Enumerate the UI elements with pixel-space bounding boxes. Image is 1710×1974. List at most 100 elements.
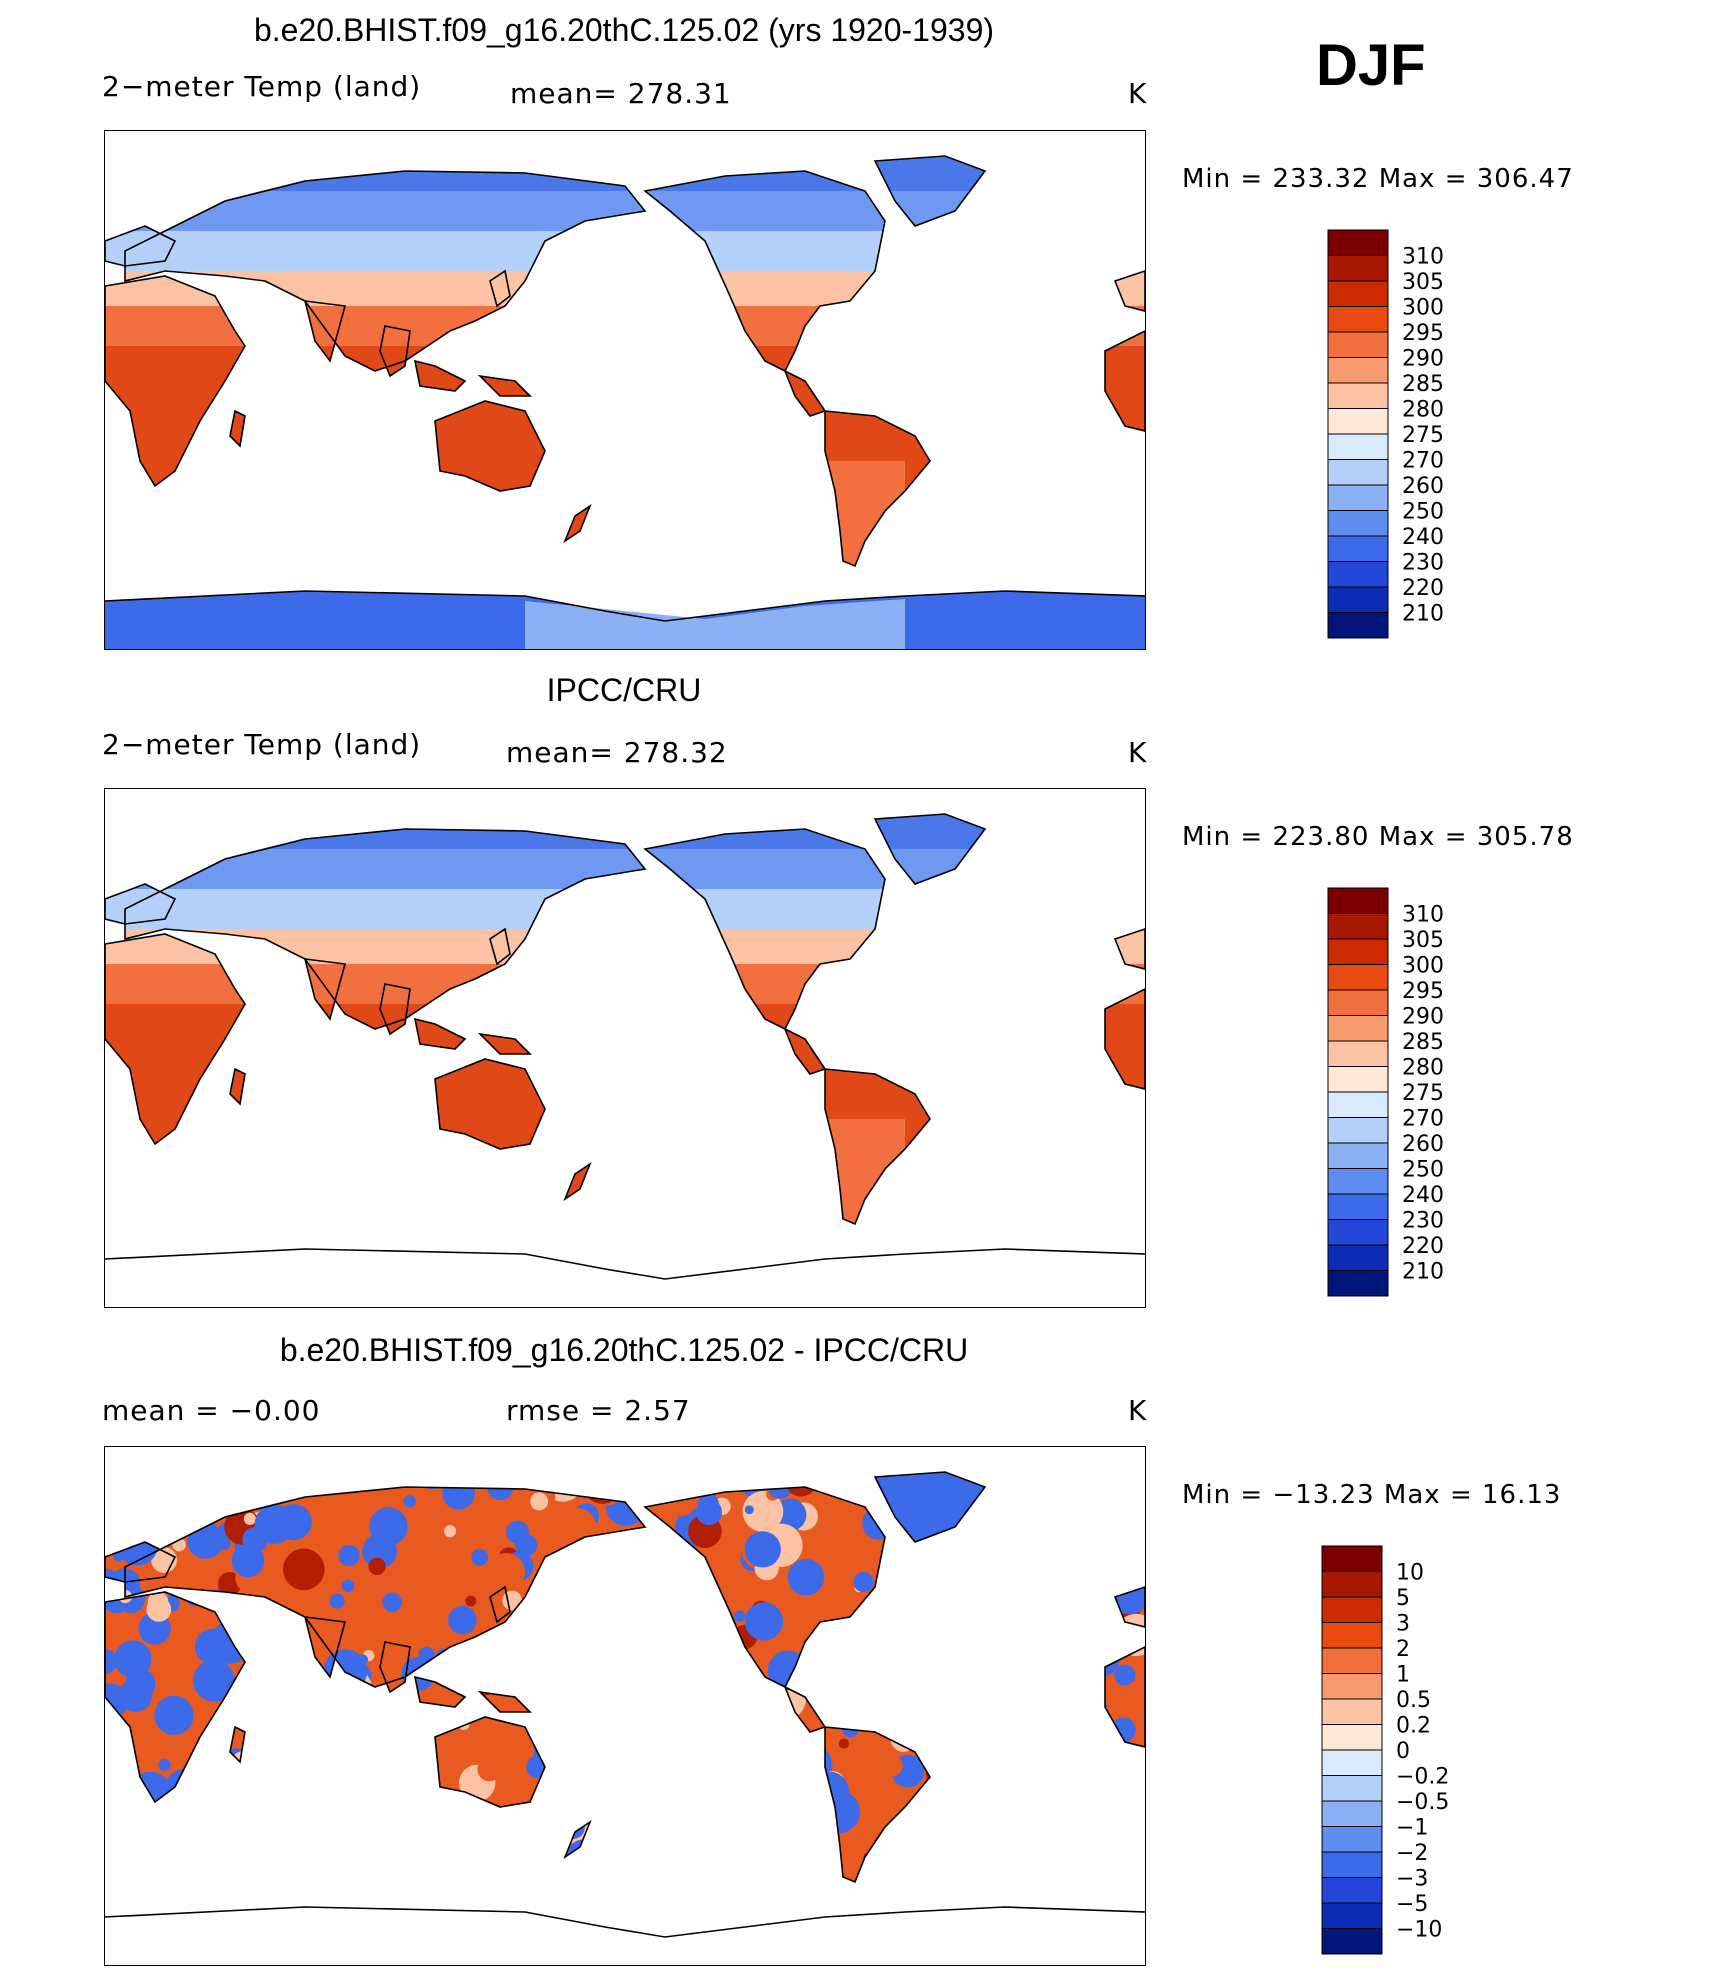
panel2-mean-label: mean= 278.32 <box>506 736 728 769</box>
difference-cell <box>744 1505 754 1515</box>
colorbar-swatch <box>1327 1193 1389 1220</box>
panel1-colorbar-svg: 3103053002952902852802752702602502402302… <box>1327 229 1444 639</box>
colorbar-swatch <box>1327 229 1389 256</box>
coastline-europe <box>105 883 177 925</box>
colorbar-swatch <box>1321 1749 1383 1776</box>
coastline-africa <box>105 275 246 488</box>
difference-cell <box>125 1668 156 1699</box>
difference-cell <box>398 1596 439 1638</box>
panel1-colorbar: 310 305 300 295 290 285 280 275 270 260 250 240 230 2… <box>1327 229 1528 640</box>
colorbar-tick-label: 0.2 <box>1396 1714 1431 1739</box>
colorbar-swatch <box>1327 408 1389 435</box>
panel2-variable-label: 2−meter Temp (land) <box>102 728 422 761</box>
coastline-seasia <box>379 983 411 1036</box>
panel2-colorbar-svg: 3103053002952902852802752702602502402302… <box>1327 887 1444 1297</box>
colorbar-tick-label: −3 <box>1396 1867 1428 1892</box>
coastline-indonesia <box>413 1017 532 1055</box>
coastline-westafrica_r <box>1104 330 1145 432</box>
colorbar-tick-label: −10 <box>1396 1918 1442 1943</box>
colorbar-tick-label: 270 <box>1402 449 1444 474</box>
coastline-nz <box>563 1819 592 1860</box>
panel2-map-svg <box>105 789 1145 1307</box>
colorbar-tick-label: 220 <box>1402 1234 1444 1259</box>
colorbar-tick-label: 305 <box>1402 928 1444 953</box>
panel2-map <box>104 788 1146 1308</box>
colorbar-swatch <box>1327 586 1389 613</box>
coastline-namerica <box>643 828 886 1031</box>
difference-cell <box>403 1495 416 1508</box>
coastline-africa <box>105 1591 246 1804</box>
colorbar-swatch <box>1327 535 1389 562</box>
colorbar-swatch <box>1327 331 1389 358</box>
colorbar-swatch <box>1327 459 1389 486</box>
colorbar-swatch <box>1327 1142 1389 1169</box>
difference-cell <box>448 1605 477 1635</box>
difference-cell <box>880 1754 903 1777</box>
colorbar-tick-label: 310 <box>1402 903 1444 928</box>
colorbar-swatch <box>1327 1117 1389 1144</box>
coastline-eurasia <box>124 1486 647 1688</box>
colorbar-swatch <box>1327 1244 1389 1271</box>
colorbar-tick-label: 290 <box>1402 1005 1444 1030</box>
colorbar-tick-label: 250 <box>1402 1158 1444 1183</box>
difference-cell <box>243 1512 257 1525</box>
colorbar-swatch <box>1327 561 1389 588</box>
colorbar-tick-label: 3 <box>1396 1612 1410 1637</box>
colorbar-swatch <box>1327 382 1389 409</box>
panel3-map <box>104 1446 1146 1966</box>
panel3-rmse-label: rmse = 2.57 <box>506 1394 691 1427</box>
colorbar-tick-label: 210 <box>1402 602 1444 627</box>
coastline-indonesia <box>413 1675 532 1713</box>
difference-cell <box>351 1621 371 1641</box>
colorbar-tick-label: 270 <box>1402 1107 1444 1132</box>
colorbar-swatch <box>1321 1596 1383 1623</box>
difference-cell <box>369 1507 408 1546</box>
panel1-title: b.e20.BHIST.f09_g16.20thC.125.02 (yrs 19… <box>253 12 995 48</box>
colorbar-swatch <box>1327 280 1389 307</box>
colorbar-swatch <box>1327 913 1389 940</box>
difference-cell <box>471 1548 489 1566</box>
difference-cell <box>154 1695 194 1736</box>
antarctica-fill <box>525 599 905 649</box>
panel1-map-svg <box>105 131 1145 649</box>
panel3-mean-label: mean = −0.00 <box>102 1394 321 1427</box>
difference-cell <box>254 1504 294 1544</box>
colorbar-swatch <box>1327 484 1389 511</box>
coastline-greenland <box>873 1471 987 1543</box>
coastline-camerica <box>783 369 827 417</box>
colorbar-swatch <box>1321 1622 1383 1649</box>
coastline-madagascar <box>229 1067 246 1106</box>
difference-cell <box>450 1742 479 1771</box>
difference-cell <box>443 1525 457 1538</box>
coastline-europe_r <box>1113 270 1145 312</box>
difference-cell <box>218 1537 231 1551</box>
coastline-westafrica_r <box>1104 1646 1145 1748</box>
difference-cell <box>853 1571 874 1593</box>
colorbar-tick-label: 300 <box>1402 954 1444 979</box>
coastline-samerica <box>824 1068 931 1226</box>
difference-cell <box>697 1493 720 1516</box>
colorbar-tick-label: 240 <box>1402 1183 1444 1208</box>
colorbar-tick-label: 10 <box>1396 1561 1424 1586</box>
colorbar-tick-label: 240 <box>1402 525 1444 550</box>
difference-cell <box>744 1602 784 1641</box>
coastline-greenland <box>873 155 987 227</box>
coastline-india <box>303 1616 347 1679</box>
colorbar-swatch <box>1321 1698 1383 1725</box>
coastline-europe_r <box>1113 928 1145 970</box>
colorbar-swatch <box>1327 1066 1389 1093</box>
colorbar-tick-label: 230 <box>1402 551 1444 576</box>
colorbar-swatch <box>1327 357 1389 384</box>
colorbar-tick-label: −0.2 <box>1396 1765 1449 1790</box>
difference-cell <box>114 1640 152 1678</box>
panel1-minmax: Min = 233.32 Max = 306.47 <box>1182 164 1574 194</box>
colorbar-tick-label: 250 <box>1402 500 1444 525</box>
difference-cell <box>838 1738 850 1749</box>
difference-cell <box>329 1593 345 1609</box>
panel2-title: IPCC/CRU <box>546 672 702 708</box>
difference-cell <box>147 1591 169 1613</box>
difference-cell <box>368 1557 386 1576</box>
coastline-japan <box>489 927 511 966</box>
coastline-europe <box>105 225 177 267</box>
